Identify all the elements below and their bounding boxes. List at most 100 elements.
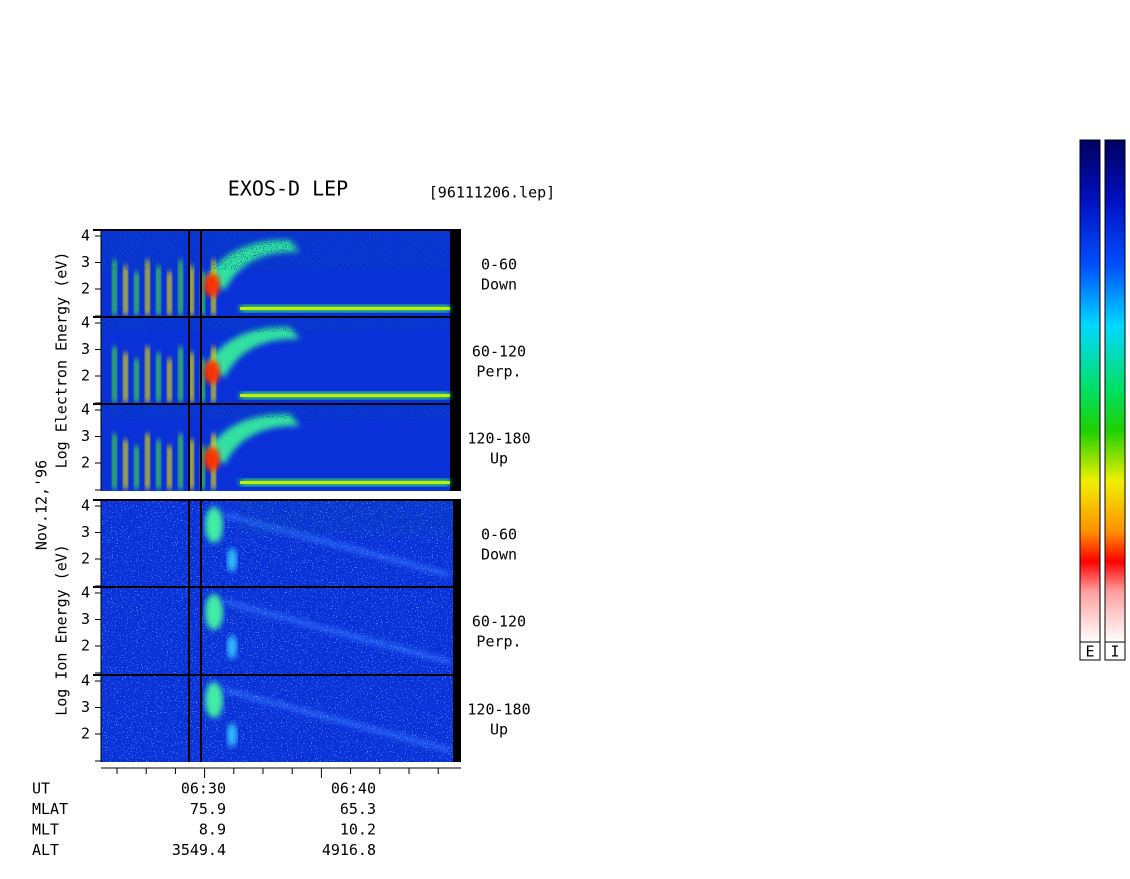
spectrogram-streak: [134, 359, 139, 402]
y-tick-label: 4: [81, 227, 90, 245]
spectrogram-band: [240, 307, 450, 310]
spectrogram-streak: [123, 440, 128, 489]
orbit-row-name: MLAT: [32, 800, 68, 818]
spectrogram-streak: [123, 353, 128, 402]
spectrogram-streak: [145, 347, 150, 402]
spectrogram-streak: [112, 347, 117, 402]
spectrogram-strip: [453, 587, 461, 674]
colorbar: [1079, 139, 1101, 643]
spectrogram-strip: [450, 404, 461, 491]
y-tick-label: 3: [81, 698, 90, 716]
spectrogram-noise: [101, 404, 450, 419]
direction-label: Down: [481, 546, 517, 564]
spectrogram-strip: [450, 230, 461, 317]
y-tick-label: 4: [81, 314, 90, 332]
spectrogram-streak: [178, 260, 183, 315]
spectrogram-spot: [204, 447, 220, 471]
pitch-label: 60-120: [472, 343, 526, 361]
direction-label: Perp.: [476, 363, 521, 381]
y-tick-label: 4: [81, 584, 90, 602]
spectrogram-strip: [453, 500, 461, 587]
spectrogram-arc: [205, 326, 300, 377]
y-tick-label: 2: [81, 367, 90, 385]
orbit-value: 06:30: [181, 780, 226, 798]
orbit-value: 4916.8: [322, 841, 376, 859]
y-tick-label: 3: [81, 610, 90, 628]
orbit-value: 75.9: [190, 800, 226, 818]
spectrogram-arc: [205, 413, 300, 464]
y-tick-label: 2: [81, 725, 90, 743]
direction-label: Up: [490, 721, 508, 739]
pitch-label: 120-180: [467, 701, 530, 719]
spectrogram-streak: [189, 266, 194, 315]
pitch-label: 60-120: [472, 613, 526, 631]
spectrogram-streak: [123, 266, 128, 315]
spectrogram-spot: [204, 273, 220, 297]
orbit-value: 10.2: [340, 821, 376, 839]
spectrogram-band: [240, 394, 450, 397]
spectrogram-streak: [156, 266, 161, 315]
orbit-value: 65.3: [340, 800, 376, 818]
spectrogram-strip: [450, 317, 461, 404]
spectrogram-noise: [101, 587, 453, 674]
spectrogram-streak: [200, 272, 205, 315]
y-tick-label: 2: [81, 454, 90, 472]
spectrogram-streak: [156, 353, 161, 402]
spectrogram-streak: [178, 347, 183, 402]
spectrogram-streak: [167, 446, 172, 489]
spectrogram-strip: [453, 675, 461, 762]
spectrogram-streak: [167, 359, 172, 402]
colorbar-label-box: [1104, 641, 1126, 661]
spectrogram-streak: [156, 440, 161, 489]
spectrogram-streak: [189, 353, 194, 402]
spectrogram-streak: [145, 260, 150, 315]
spectrogram-streak: [189, 440, 194, 489]
spectrogram-streak: [200, 446, 205, 489]
orbit-row-name: ALT: [32, 841, 59, 859]
orbit-value: 8.9: [199, 821, 226, 839]
y-tick-label: 4: [81, 672, 90, 690]
direction-label: Perp.: [476, 633, 521, 651]
y-tick-label: 3: [81, 523, 90, 541]
orbit-row-name: MLT: [32, 821, 59, 839]
y-tick-label: 3: [81, 253, 90, 271]
spectrogram-noise: [101, 675, 453, 762]
spectrogram-streak: [134, 446, 139, 489]
orbit-value: 06:40: [331, 780, 376, 798]
file-name: [96111206.lep]: [429, 184, 555, 202]
y-tick-label: 2: [81, 280, 90, 298]
colorbar-label: I: [1110, 643, 1119, 661]
orbit-row-name: UT: [32, 780, 50, 798]
spectrogram-noise: [101, 317, 450, 332]
spectrogram-streak: [112, 434, 117, 489]
y-axis-label: Log Electron Energy (eV): [53, 252, 71, 469]
colorbar-label-box: [1079, 641, 1101, 661]
title: EXOS-D LEP: [228, 177, 348, 201]
spectrogram-streak: [145, 434, 150, 489]
spectrogram-band: [240, 481, 450, 484]
pitch-label: 120-180: [467, 430, 530, 448]
y-axis-label: Log Ion Energy (eV): [53, 544, 71, 716]
spectrogram-noise: [240, 500, 453, 535]
colorbar: [1104, 139, 1126, 643]
spectrogram-streak: [134, 272, 139, 315]
spectrogram-streak: [200, 359, 205, 402]
direction-label: Up: [490, 450, 508, 468]
orbit-value: 3549.4: [172, 841, 226, 859]
spectrogram-streak: [112, 260, 117, 315]
direction-label: Down: [481, 276, 517, 294]
y-tick-label: 3: [81, 427, 90, 445]
pitch-label: 0-60: [481, 526, 517, 544]
pitch-label: 0-60: [481, 256, 517, 274]
spectrogram-streak: [167, 272, 172, 315]
spectrogram-streak: [178, 434, 183, 489]
y-tick-label: 4: [81, 497, 90, 515]
y-tick-label: 2: [81, 550, 90, 568]
y-tick-label: 3: [81, 340, 90, 358]
colorbar-label: E: [1085, 643, 1094, 661]
y-tick-label: 2: [81, 637, 90, 655]
spectrogram-spot: [204, 360, 220, 384]
date: Nov.12,'96: [33, 460, 51, 550]
